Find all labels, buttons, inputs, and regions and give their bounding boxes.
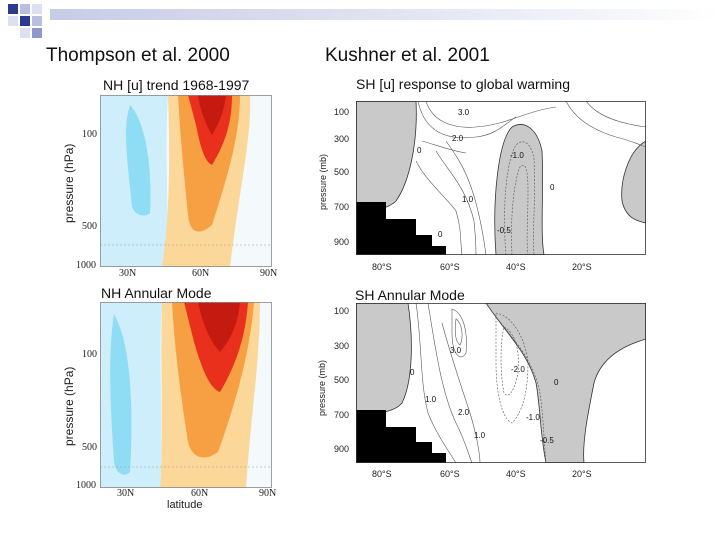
sh-response-ytick-500: 500 <box>334 167 350 177</box>
sh-response-plot <box>356 101 646 255</box>
nh-trend-cyan-region <box>126 105 151 216</box>
right-heading: Kushner et al. 2001 <box>325 45 490 66</box>
sh-response-topography-4 <box>432 246 446 255</box>
sh-mode-ytick-900: 900 <box>334 444 350 454</box>
sh-mode-xtick-40s: 40°S <box>506 469 526 479</box>
nh-trend-plot <box>100 95 272 267</box>
sh-mode-ylabel: pressure (mb) <box>317 359 327 416</box>
sh-response-contour-label: 1.0 <box>462 195 474 204</box>
sh-mode-contours <box>356 303 646 463</box>
sh-mode-ytick-700: 700 <box>334 410 350 420</box>
nh-trend-title: NH [u] trend 1968-1997 <box>103 77 250 93</box>
sh-mode-title: SH Annular Mode <box>355 287 465 303</box>
sh-response-contour-label: -0.5 <box>497 226 511 235</box>
nh-trend-xtick-60n: 60N <box>192 268 210 279</box>
nh-trend-ylabel: pressure (hPa) <box>62 143 76 223</box>
sh-response-topography-1 <box>356 202 386 255</box>
sh-mode-xtick-80s: 80°S <box>372 469 392 479</box>
left-heading: Thompson et al. 2000 <box>46 45 230 66</box>
nh-mode-ylabel: pressure (hPa) <box>62 366 76 446</box>
sh-response-contour-label: 0 <box>417 146 422 155</box>
sh-mode-shaded-left <box>356 303 412 416</box>
header-squares-decoration <box>8 4 720 38</box>
sh-mode-xtick-60s: 60°S <box>440 469 460 479</box>
sh-mode-contour-label: 1.0 <box>474 431 486 440</box>
nh-mode-ytick-100: 100 <box>82 349 97 360</box>
nh-mode-dark-red-region <box>198 302 240 352</box>
sh-mode-shaded-right <box>485 303 646 463</box>
nh-mode-cyan-region <box>110 314 132 475</box>
sh-response-contour-label: -1.0 <box>510 151 524 160</box>
sh-response-contour-label: 0 <box>438 230 443 239</box>
sh-response-ytick-700: 700 <box>334 202 350 212</box>
header-band <box>0 0 720 45</box>
nh-mode-ytick-500: 500 <box>82 442 97 453</box>
sh-response-topography-3 <box>416 235 432 255</box>
sh-response-xtick-80s: 80°S <box>372 262 392 272</box>
sh-response-ytick-300: 300 <box>334 134 350 144</box>
nh-trend-ytick-1000: 1000 <box>76 260 96 271</box>
sh-response-shaded-right <box>621 140 646 224</box>
sh-mode-contour-label: 3.0 <box>450 346 462 355</box>
sh-response-ylabel: pressure (mb) <box>318 153 328 210</box>
nh-trend-contour-fill <box>100 95 272 267</box>
nh-mode-title: NH Annular Mode <box>101 285 212 301</box>
sh-response-contour-label: 2.0 <box>452 134 464 143</box>
sh-response-xtick-20s: 20°S <box>572 262 592 272</box>
sh-response-xtick-60s: 60°S <box>440 262 460 272</box>
sh-mode-contour-label: -0.5 <box>540 436 554 445</box>
sh-mode-topography-4 <box>432 453 446 463</box>
sh-mode-topography-1 <box>356 410 386 463</box>
nh-mode-ytick-1000: 1000 <box>76 480 96 491</box>
sh-mode-contour-label: -2.0 <box>511 365 525 374</box>
sh-mode-ytick-500: 500 <box>334 375 350 385</box>
sh-response-xtick-40s: 40°S <box>506 262 526 272</box>
nh-trend-ytick-500: 500 <box>82 221 97 232</box>
sh-response-contour-label: 0 <box>550 183 555 192</box>
sh-mode-plot <box>356 303 646 463</box>
sh-response-contours <box>356 101 646 255</box>
sh-mode-contour-label: 2.0 <box>458 408 470 417</box>
sh-mode-contour-label: 0 <box>554 378 559 387</box>
sh-mode-ytick-300: 300 <box>334 341 350 351</box>
sh-response-ytick-100: 100 <box>334 107 350 117</box>
nh-mode-plot <box>100 302 272 488</box>
sh-response-topography-2 <box>386 219 416 255</box>
nh-trend-dark-red-region <box>198 95 226 135</box>
sh-response-contour-label: 3.0 <box>458 108 470 117</box>
nh-mode-xtick-60n: 60N <box>191 488 209 499</box>
sh-mode-xtick-20s: 20°S <box>572 469 592 479</box>
sh-response-shaded-middle <box>494 124 545 255</box>
sh-mode-topography-2 <box>386 427 416 463</box>
sh-mode-topography-3 <box>416 442 432 463</box>
nh-mode-light-cyan-region <box>100 302 162 488</box>
nh-trend-ytick-100: 100 <box>82 129 97 140</box>
nh-trend-xtick-30n: 30N <box>119 268 137 279</box>
sh-mode-contour-label: 0 <box>410 368 415 377</box>
sh-response-ytick-900: 900 <box>334 237 350 247</box>
nh-mode-contour-fill <box>100 302 272 488</box>
nh-mode-xlabel: latitude <box>167 499 203 511</box>
sh-mode-ytick-100: 100 <box>334 306 350 316</box>
nh-mode-xtick-90n: 90N <box>259 488 277 499</box>
sh-mode-contour-label: 1.0 <box>425 395 437 404</box>
sh-mode-contour-label: -1.0 <box>526 413 540 422</box>
nh-trend-xtick-90n: 90N <box>260 268 278 279</box>
nh-mode-xtick-30n: 30N <box>117 488 135 499</box>
sh-response-title: SH [u] response to global warming <box>356 76 570 92</box>
